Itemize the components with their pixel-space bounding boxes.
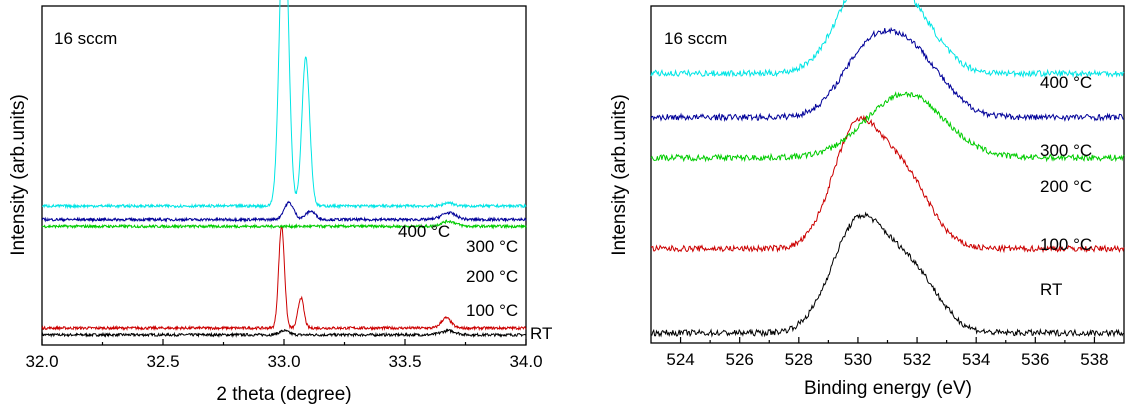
left-series-100 — [41, 225, 527, 332]
right-x-tick-label-7: 538 — [1080, 350, 1108, 369]
left-series-300 — [41, 200, 527, 223]
left-y-axis-label: Intensity (arb.units) — [8, 94, 29, 256]
left-chart: 32.0 32.5 33.0 33.5 34.0 16 sccm 400 °C 300 … — [8, 0, 552, 405]
right-x-ticks: 524 526 528 530 532 534 536 538 — [666, 337, 1109, 369]
right-annotation: 16 sccm — [664, 29, 727, 48]
left-label-rt: RT — [530, 324, 552, 343]
right-x-tick-label-2: 528 — [785, 350, 813, 369]
right-series-100 — [650, 114, 1125, 254]
right-x-tick-label-4: 532 — [903, 350, 931, 369]
left-label-200: 200 °C — [466, 267, 518, 286]
left-series-rt — [41, 328, 527, 339]
left-x-tick-label-2: 33.0 — [267, 352, 300, 371]
left-x-ticks: 32.0 32.5 33.0 33.5 34.0 — [25, 339, 543, 371]
left-annotation: 16 sccm — [54, 29, 117, 48]
left-label-100: 100 °C — [466, 301, 518, 320]
right-x-tick-label-3: 530 — [844, 350, 872, 369]
right-x-axis-label: Binding energy (eV) — [804, 378, 972, 399]
left-label-400: 400 °C — [398, 222, 450, 241]
left-x-tick-label-4: 34.0 — [509, 352, 542, 371]
right-x-tick-label-1: 526 — [726, 350, 754, 369]
left-series-200 — [41, 219, 527, 230]
right-chart: 524 526 528 530 532 534 536 538 16 sccm 400 °C … — [609, 0, 1125, 399]
left-label-300: 300 °C — [466, 237, 518, 256]
right-series-200 — [650, 91, 1125, 163]
right-label-rt: RT — [1040, 280, 1062, 299]
right-series-group — [650, 0, 1125, 338]
left-series-400 — [41, 0, 527, 210]
left-plot-frame — [41, 5, 527, 346]
right-series-400 — [650, 0, 1125, 79]
left-series-group — [41, 0, 527, 339]
right-x-tick-label-5: 534 — [962, 350, 990, 369]
left-x-axis-label: 2 theta (degree) — [216, 384, 351, 405]
left-x-tick-label-1: 32.5 — [146, 352, 179, 371]
right-y-axis-label: Intensity (arb.units) — [609, 94, 630, 256]
right-series-300 — [650, 26, 1125, 122]
right-label-400: 400 °C — [1040, 73, 1092, 92]
right-label-100: 100 °C — [1040, 235, 1092, 254]
right-x-tick-label-0: 524 — [666, 350, 694, 369]
left-x-tick-label-0: 32.0 — [25, 352, 58, 371]
left-x-tick-label-3: 33.5 — [388, 352, 421, 371]
right-label-200: 200 °C — [1040, 177, 1092, 196]
right-series-rt — [650, 211, 1125, 338]
right-x-tick-label-6: 536 — [1021, 350, 1049, 369]
right-label-300: 300 °C — [1040, 141, 1092, 160]
